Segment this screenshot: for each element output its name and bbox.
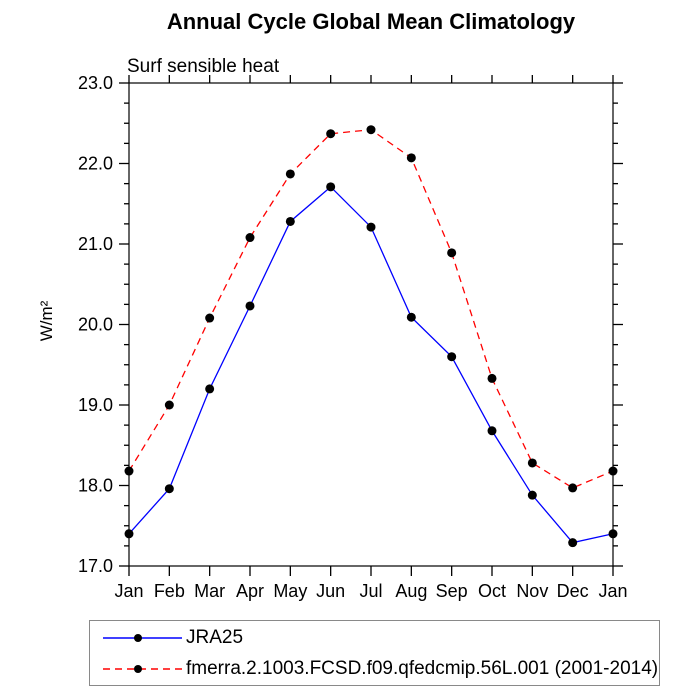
data-point-marker bbox=[608, 466, 618, 476]
data-point-marker bbox=[245, 233, 255, 243]
data-point-marker bbox=[527, 490, 537, 500]
legend-label-series-1: fmerra.2.1003.FCSD.f09.qfedcmip.56L.001 … bbox=[186, 657, 659, 679]
legend-sample-marker bbox=[134, 664, 142, 673]
y-tick-label: 19.0 bbox=[78, 395, 113, 415]
series-markers-0 bbox=[124, 182, 618, 548]
data-point-marker bbox=[366, 125, 376, 135]
data-point-marker bbox=[527, 458, 537, 468]
data-point-marker bbox=[164, 484, 174, 494]
series-line-0 bbox=[128, 185, 614, 544]
data-point-marker bbox=[366, 222, 376, 232]
x-tick-label: May bbox=[273, 581, 307, 601]
data-point-marker bbox=[608, 529, 618, 539]
legend-label-series-0: JRA25 bbox=[186, 626, 244, 648]
legend-item-series-0: JRA25 bbox=[102, 624, 659, 652]
x-tick-label: Jul bbox=[359, 581, 382, 601]
data-point-marker bbox=[285, 216, 295, 226]
x-tick-label: Jan bbox=[114, 581, 143, 601]
y-axis-ticks: 17.0 18.0 19.0 20.0 21.0 22.0 23.0 bbox=[78, 73, 623, 576]
x-tick-label: Oct bbox=[478, 581, 506, 601]
data-point-marker bbox=[245, 301, 255, 311]
series-line-1 bbox=[128, 129, 614, 489]
plot-frame bbox=[128, 82, 614, 567]
data-point-marker bbox=[487, 373, 497, 383]
y-tick-label: 23.0 bbox=[78, 73, 113, 93]
x-tick-label: Apr bbox=[236, 581, 264, 601]
x-tick-label: Jun bbox=[316, 581, 345, 601]
legend-sample-marker bbox=[134, 633, 142, 642]
data-point-marker bbox=[568, 483, 578, 493]
data-point-marker bbox=[205, 384, 215, 394]
legend-line-sample-solid bbox=[103, 633, 182, 642]
y-tick-label: 20.0 bbox=[78, 315, 113, 335]
y-tick-label: 17.0 bbox=[78, 556, 113, 576]
x-axis-ticks: Jan Feb Mar Apr May Jun Jul Aug Sep Oct Nov Dec Jan bbox=[114, 75, 628, 601]
chart-title: Annual Cycle Global Mean Climatology bbox=[166, 9, 576, 34]
data-point-marker bbox=[406, 312, 416, 322]
data-point-marker bbox=[124, 466, 134, 476]
legend-line-sample-dashed bbox=[103, 664, 182, 673]
data-point-marker bbox=[205, 313, 215, 323]
x-tick-label: Aug bbox=[395, 581, 427, 601]
x-tick-label: Dec bbox=[557, 581, 589, 601]
data-point-marker bbox=[447, 352, 457, 362]
data-point-marker bbox=[124, 529, 134, 539]
data-point-marker bbox=[406, 153, 416, 163]
x-tick-label: Sep bbox=[436, 581, 468, 601]
x-tick-label: Mar bbox=[194, 581, 225, 601]
y-tick-label: 21.0 bbox=[78, 234, 113, 254]
data-point-marker bbox=[164, 400, 174, 410]
x-tick-label: Jan bbox=[598, 581, 627, 601]
y-tick-label: 22.0 bbox=[78, 154, 113, 174]
chart-subtitle: Surf sensible heat bbox=[127, 56, 280, 77]
x-tick-label: Nov bbox=[516, 581, 548, 601]
legend-box: JRA25 fmerra.2.1003.FCSD.f09.qfedcmip.56… bbox=[89, 620, 660, 686]
data-point-marker bbox=[447, 248, 457, 258]
y-tick-label: 18.0 bbox=[78, 476, 113, 496]
data-point-marker bbox=[285, 169, 295, 179]
data-point-marker bbox=[326, 129, 336, 139]
series-markers-1 bbox=[124, 125, 618, 493]
data-point-marker bbox=[568, 538, 578, 548]
data-point-marker bbox=[326, 182, 336, 192]
data-point-marker bbox=[487, 426, 497, 436]
x-tick-label: Feb bbox=[154, 581, 185, 601]
legend-item-series-1: fmerra.2.1003.FCSD.f09.qfedcmip.56L.001 … bbox=[102, 655, 659, 683]
